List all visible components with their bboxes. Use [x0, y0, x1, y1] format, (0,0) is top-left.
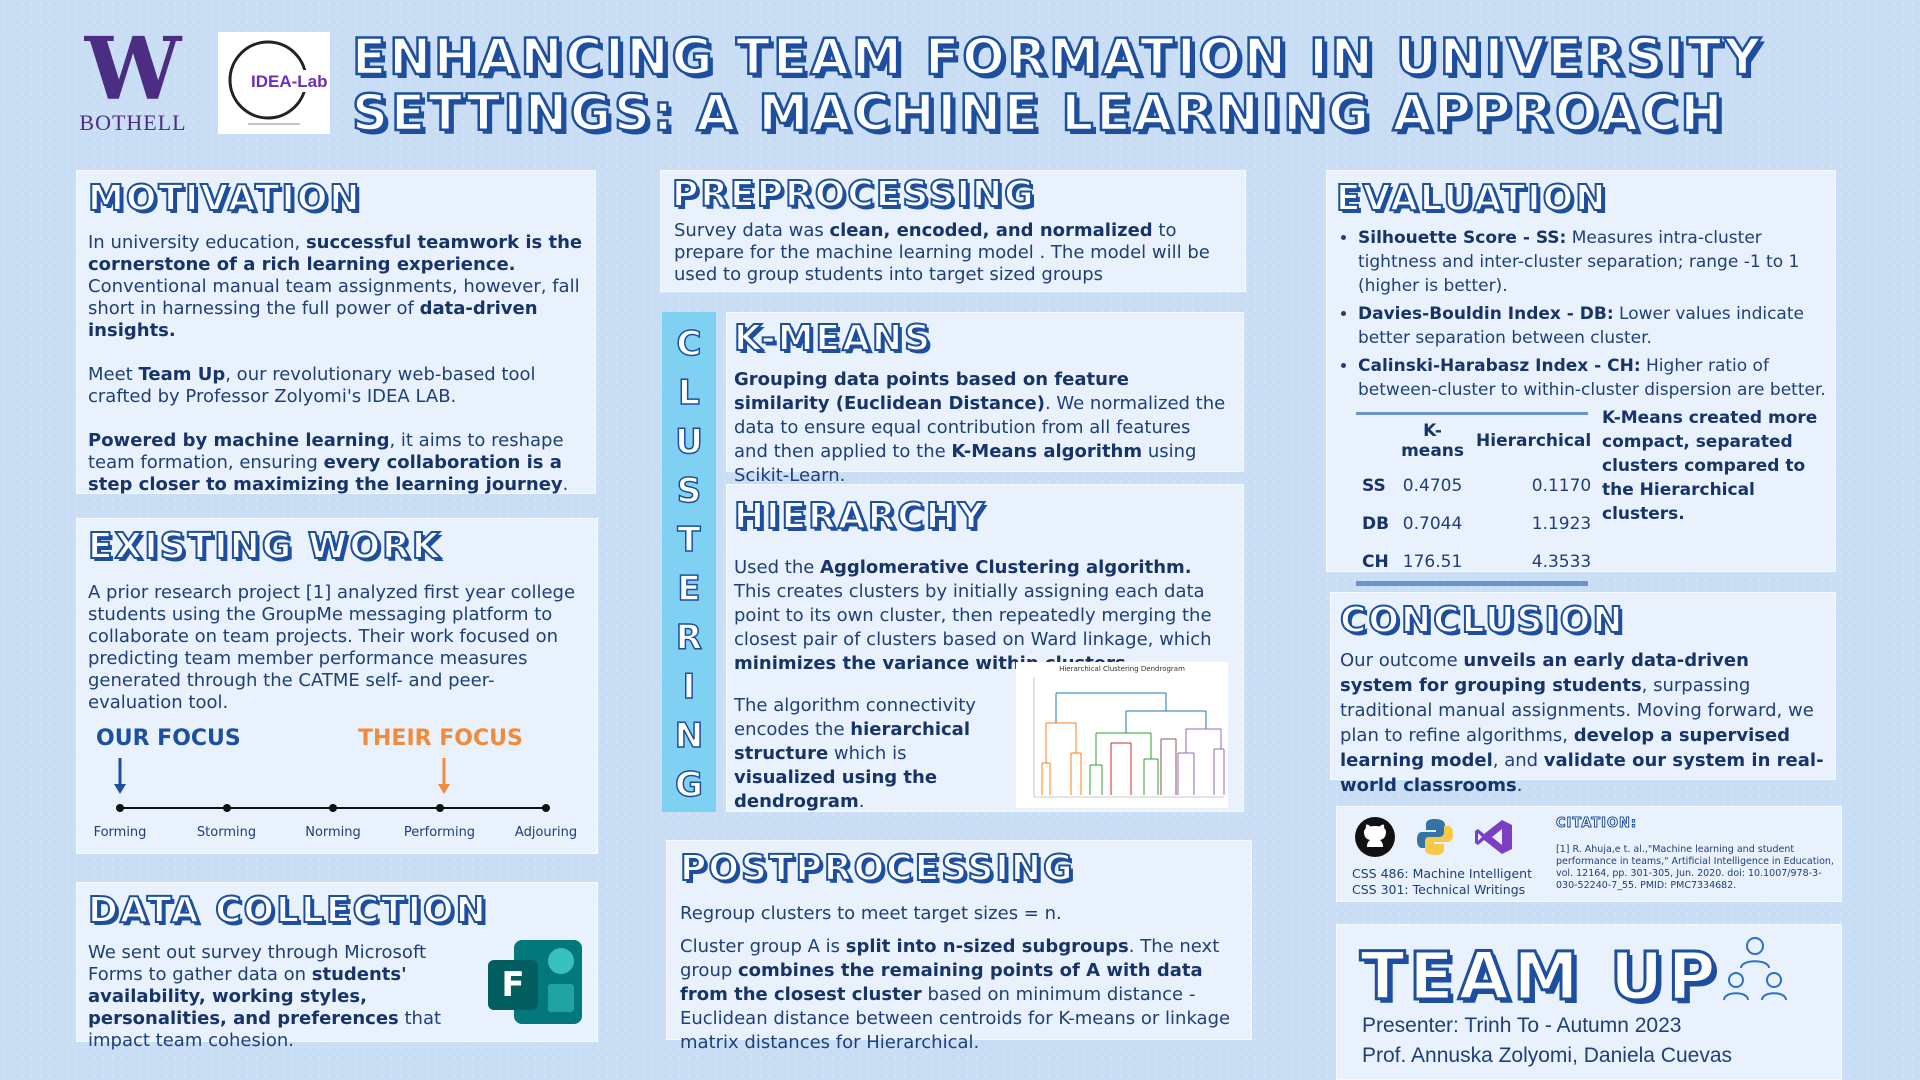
- poster-title-line-1: ENHANCING TEAM FORMATION IN UNIVERSITY: [351, 27, 1764, 88]
- metric-name-cell: CH: [1362, 552, 1389, 572]
- existing-work-text: A prior research project [1] analyzed fi…: [88, 582, 576, 713]
- team-up-title: TEAM UP: [1359, 937, 1720, 1017]
- clustering-letter: I: [682, 666, 696, 708]
- stages-timeline: Forming Storming Norming Performing Adjo…: [94, 804, 577, 840]
- clustering-letter: N: [674, 715, 704, 757]
- tools-citation-panel: CSS 486: Machine Intelligent CSS 301: Te…: [1336, 806, 1842, 902]
- microsoft-forms-icon: F: [488, 940, 584, 1026]
- course-1: CSS 486: Machine Intelligent: [1352, 866, 1532, 881]
- team-up-panel: TEAM UP Presenter: Trinh To - Autumn 202…: [1336, 924, 1842, 1080]
- their-focus-label: THEIR FOCUS: [358, 726, 523, 751]
- metric-value-cell: 0.1170: [1531, 476, 1592, 496]
- evaluation-heading: EVALUATION: [1335, 177, 1608, 220]
- metric-value-cell: 0.4705: [1402, 476, 1463, 496]
- data-collection-text: We sent out survey through Microsoft For…: [88, 942, 442, 1051]
- metric-name-cell: DB: [1362, 514, 1390, 534]
- clustering-letter: U: [674, 421, 703, 463]
- evaluation-table-header: [1356, 415, 1395, 467]
- presenter-line: Presenter: Trinh To - Autumn 2023: [1362, 1014, 1682, 1037]
- visual-studio-icon: [1475, 820, 1512, 854]
- clustering-letter: L: [677, 372, 700, 414]
- evaluation-metric-item: Davies-Bouldin Index - DB: Lower values …: [1358, 302, 1838, 350]
- evaluation-metric-item: Silhouette Score - SS: Measures intra-cl…: [1358, 226, 1838, 298]
- metric-value-cell: 1.1923: [1531, 514, 1592, 534]
- evaluation-note: K-Means created more compact, separated …: [1602, 408, 1818, 524]
- their-focus-arrow-icon: [438, 758, 450, 794]
- dendrogram-graphic: [1033, 677, 1225, 798]
- citation-heading: CITATION:: [1555, 816, 1638, 832]
- preprocessing-text: Survey data was clean, encoded, and norm…: [674, 220, 1210, 285]
- dendrogram-description: The algorithm connectivity encodes the h…: [734, 695, 976, 812]
- our-focus-label: OUR FOCUS: [96, 726, 241, 751]
- evaluation-table: K-means Hierarchical SS 0.4705 0.1170 DB 0.704…: [1356, 415, 1597, 581]
- existing-work-heading: EXISTING WORK: [87, 525, 442, 568]
- idea-lab-logo-text: IDEA-Lab: [251, 72, 328, 91]
- evaluation-metric-item: Calinski-Harabasz Index - CH: Higher rat…: [1358, 354, 1838, 402]
- metric-value-cell: 0.7044: [1402, 514, 1463, 534]
- clustering-letter: R: [675, 617, 703, 659]
- evaluation-table-row: CH 176.51 4.3533: [1356, 543, 1597, 581]
- citation-text: [1] R. Ahuja,e t. al.,"Machine learning …: [1556, 844, 1834, 891]
- postprocessing-heading: POSTPROCESSING: [679, 847, 1075, 890]
- timeline-dot: [329, 804, 337, 812]
- motivation-heading: MOTIVATION: [87, 177, 362, 220]
- existing-work-panel: EXISTING WORK A prior research project […: [76, 518, 598, 854]
- data-collection-panel: DATA COLLECTION We sent out survey throu…: [76, 882, 598, 1051]
- preprocessing-heading: PREPROCESSING: [671, 173, 1036, 216]
- course-2: CSS 301: Technical Writings: [1352, 882, 1526, 897]
- hierarchy-panel: HIERARCHY Used the Agglomerative Cluster…: [726, 484, 1244, 812]
- metric-value-cell: 176.51: [1402, 552, 1463, 572]
- idea-lab-logo: IDEA-Lab: [218, 32, 330, 134]
- hierarchy-text: Used the Agglomerative Clustering algori…: [734, 557, 1212, 674]
- clustering-letter: S: [676, 470, 702, 512]
- clustering-letter: G: [674, 764, 703, 806]
- dendrogram-image: Hierarchical Clustering Dendrogram: [1016, 662, 1228, 808]
- stage-label-norming: Norming: [305, 825, 361, 840]
- timeline-dot: [435, 804, 444, 812]
- conclusion-panel: CONCLUSION Our outcome unveils an early …: [1330, 592, 1836, 796]
- uw-bothell-text: BOTHELL: [79, 110, 187, 135]
- dendrogram-title: Hierarchical Clustering Dendrogram: [1059, 665, 1185, 673]
- conclusion-text: Our outcome unveils an early data-driven…: [1340, 650, 1824, 796]
- data-collection-heading: DATA COLLECTION: [87, 889, 488, 932]
- professors-line: Prof. Annuska Zolyomi, Daniela Cuevas: [1362, 1044, 1733, 1067]
- conclusion-heading: CONCLUSION: [1339, 599, 1625, 642]
- hierarchy-heading: HIERARCHY: [733, 495, 987, 538]
- postprocessing-panel: POSTPROCESSING Regroup clusters to meet …: [666, 840, 1252, 1053]
- timeline-dot: [542, 804, 550, 812]
- uw-bothell-logo: W BOTHELL: [78, 19, 188, 140]
- team-people-icon: [1723, 937, 1787, 1001]
- poster-title-line-2: SETTINGS: A MACHINE LEARNING APPROACH: [351, 83, 1726, 144]
- evaluation-table-wrap: K-means Hierarchical SS 0.4705 0.1170 DB 0.704…: [1356, 412, 1591, 586]
- our-focus-arrow-icon: [114, 758, 126, 794]
- motivation-panel: MOTIVATION In university education, succ…: [76, 170, 596, 495]
- evaluation-panel: EVALUATION Silhouette Score - SS: Measur…: [1326, 170, 1838, 586]
- kmeans-text: Grouping data points based on feature si…: [734, 369, 1226, 486]
- timeline-dot: [116, 804, 124, 812]
- evaluation-table-row: DB 0.7044 1.1923: [1356, 505, 1597, 543]
- python-icon: [1417, 819, 1453, 855]
- kmeans-panel: K-MEANS Grouping data points based on fe…: [726, 312, 1244, 486]
- evaluation-table-header: Hierarchical: [1476, 431, 1592, 451]
- metric-name-cell: SS: [1362, 476, 1386, 496]
- clustering-letter: E: [677, 568, 702, 610]
- kmeans-heading: K-MEANS: [733, 317, 933, 360]
- metric-value-cell: 4.3533: [1531, 552, 1592, 572]
- postprocessing-text: Regroup clusters to meet target sizes = …: [680, 903, 1231, 1053]
- stage-label-performing: Performing: [403, 825, 476, 840]
- clustering-letter: T: [677, 519, 702, 561]
- uw-w-mark: W: [84, 19, 182, 120]
- preprocessing-panel: PREPROCESSING Survey data was clean, enc…: [660, 170, 1246, 292]
- clustering-letter: C: [676, 323, 702, 365]
- evaluation-metrics-list: Silhouette Score - SS: Measures intra-cl…: [1340, 226, 1838, 406]
- github-icon: [1355, 817, 1395, 857]
- stage-label-forming: Forming: [93, 825, 147, 840]
- timeline-dot: [222, 804, 231, 812]
- evaluation-table-header: K-means: [1401, 421, 1465, 461]
- stage-label-adjouring: Adjouring: [514, 825, 578, 840]
- stage-label-storming: Storming: [196, 825, 257, 840]
- motivation-text: In university education, successful team…: [88, 232, 583, 495]
- evaluation-table-row: SS 0.4705 0.1170: [1356, 467, 1597, 505]
